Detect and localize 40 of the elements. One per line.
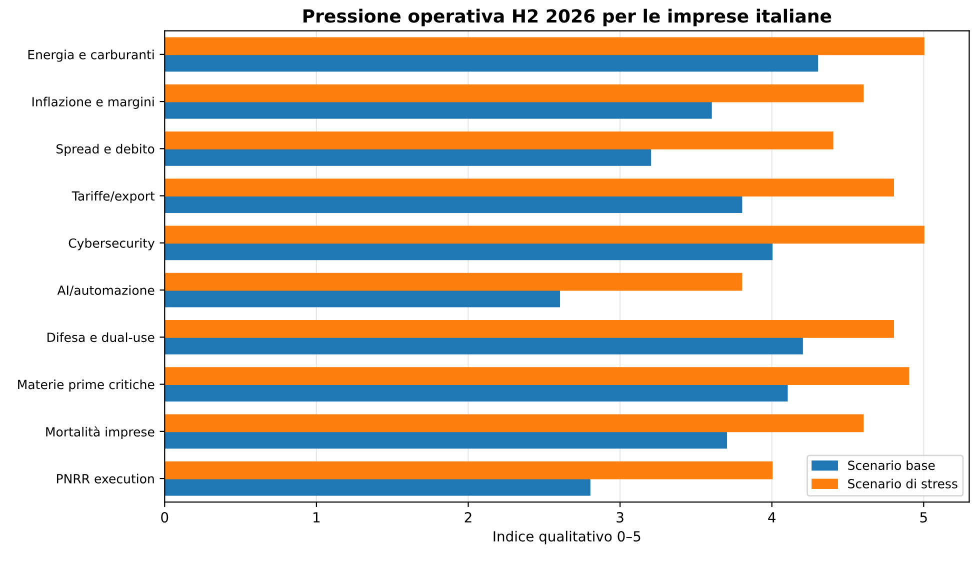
bar bbox=[164, 100, 712, 119]
bar bbox=[164, 195, 742, 213]
bar bbox=[164, 131, 834, 150]
bar bbox=[164, 226, 924, 244]
bar bbox=[164, 384, 788, 402]
y-tick-label: Materie prime critiche bbox=[18, 380, 154, 392]
bar bbox=[164, 336, 803, 354]
bar bbox=[164, 54, 818, 72]
y-tick-label: Tariffe/export bbox=[72, 191, 155, 204]
bar bbox=[164, 289, 560, 308]
y-tick-label: Mortalità imprese bbox=[46, 426, 154, 440]
y-tick-label: Energia e carburanti bbox=[28, 50, 154, 62]
bar bbox=[164, 367, 910, 385]
chart-title: Pressione operativa H2 2026 per le imprese italiane bbox=[304, 8, 832, 26]
bar bbox=[164, 242, 773, 260]
x-tick-label: 4 bbox=[768, 512, 776, 522]
x-tick-label: 1 bbox=[314, 512, 320, 522]
bar bbox=[164, 461, 773, 480]
bar bbox=[164, 37, 924, 56]
y-tick-label: AI/automazione bbox=[57, 285, 154, 296]
legend-label: Scenario di stress bbox=[848, 478, 958, 488]
bar bbox=[164, 272, 742, 291]
y-tick-label: Spread e debito bbox=[56, 144, 154, 156]
y-tick-label: PNRR execution bbox=[57, 474, 154, 484]
x-tick-label: 3 bbox=[616, 512, 624, 523]
bar bbox=[164, 478, 590, 496]
bar bbox=[164, 430, 728, 449]
bar bbox=[164, 178, 894, 196]
bar bbox=[164, 84, 864, 102]
bar bbox=[164, 320, 894, 338]
y-tick-label: Difesa e dual-use bbox=[48, 332, 154, 342]
x-axis-title: Indice qualitativo 0–5 bbox=[494, 530, 640, 544]
x-tick-label: 0 bbox=[161, 512, 168, 523]
bar bbox=[164, 414, 864, 432]
x-tick-label: 5 bbox=[920, 512, 927, 523]
y-tick-label: Cybersecurity bbox=[68, 238, 155, 250]
x-tick-label: 2 bbox=[464, 512, 472, 522]
y-tick-label: Inflazione e margini bbox=[32, 96, 154, 109]
legend-label: Scenario base bbox=[848, 460, 935, 470]
bar bbox=[164, 148, 652, 166]
